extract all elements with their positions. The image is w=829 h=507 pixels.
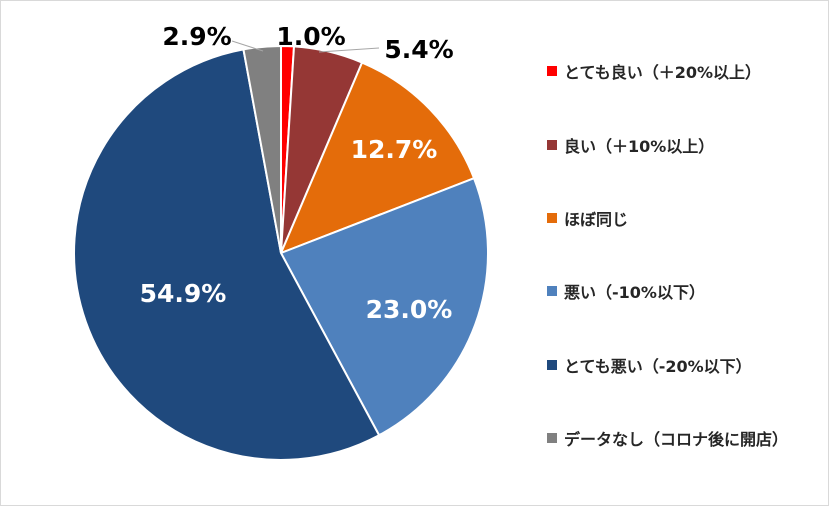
legend-item-good: 良い（＋10%以上） [547, 135, 715, 156]
data-label-very-good: 1.0% [276, 22, 345, 51]
pie-slice-same [279, 61, 476, 255]
legend-item-very-bad: とても悪い（-20%以下） [547, 355, 752, 376]
leader-line-no-data [231, 40, 264, 52]
legend-item-very-good: とても良い（＋20%以上） [547, 61, 762, 82]
data-label-very-bad: 54.9% [140, 279, 227, 308]
legend-label-very-good: とても良い（＋20%以上） [564, 63, 762, 82]
legend-swatch-same [547, 213, 557, 223]
legend-swatch-no-data [547, 433, 557, 443]
legend-swatch-very-bad [547, 360, 557, 370]
data-label-no-data: 2.9% [162, 22, 231, 51]
legend-swatch-good [547, 140, 557, 150]
data-label-same: 12.7% [351, 135, 438, 164]
legend-item-bad: 悪い（-10%以下） [547, 281, 705, 302]
legend-label-no-data: データなし（コロナ後に開店） [564, 430, 789, 449]
pie-slice-no-data [242, 44, 282, 254]
leader-line-good [318, 47, 380, 53]
legend-label-same: ほぼ同じ [564, 210, 629, 229]
legend-swatch-bad [547, 286, 557, 296]
data-label-bad: 23.0% [366, 295, 453, 324]
legend-swatch-very-good [547, 66, 557, 76]
pie-slice-very-bad [73, 48, 381, 461]
legend-label-good: 良い（＋10%以上） [564, 137, 715, 156]
legend-item-same: ほぼ同じ [547, 208, 629, 229]
legend-label-bad: 悪い（-10%以下） [564, 283, 705, 302]
data-label-good: 5.4% [384, 35, 453, 64]
pie-slice-bad [279, 176, 489, 437]
legend-label-very-bad: とても悪い（-20%以下） [564, 357, 752, 376]
legend-item-no-data: データなし（コロナ後に開店） [547, 428, 789, 449]
